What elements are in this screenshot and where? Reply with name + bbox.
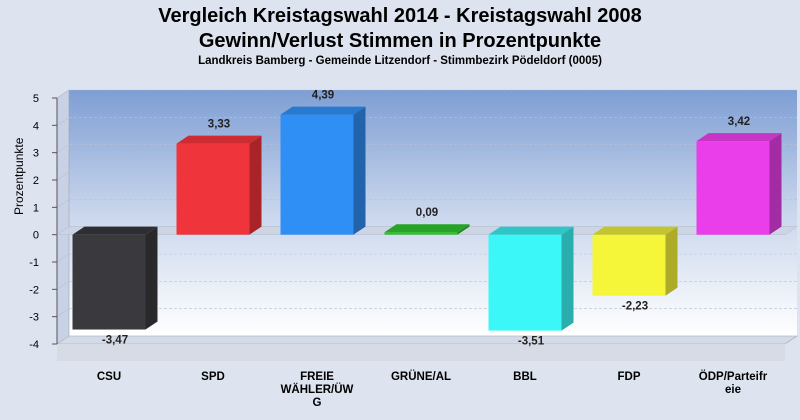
bar-top bbox=[696, 133, 782, 142]
x-category-label: G bbox=[313, 397, 322, 409]
bar-side bbox=[457, 224, 470, 235]
gridline-side bbox=[56, 253, 70, 263]
gridline-side bbox=[56, 199, 70, 208]
x-category-label: eie bbox=[725, 384, 741, 396]
plot-floor bbox=[56, 335, 798, 345]
data-label: 3,42 bbox=[728, 116, 750, 128]
y-tick-label: 1 bbox=[33, 202, 39, 214]
gridline-side bbox=[56, 335, 70, 345]
gridline-side bbox=[56, 144, 70, 153]
bar-1 bbox=[72, 226, 158, 330]
bar-side bbox=[561, 226, 574, 331]
bar-top bbox=[176, 135, 262, 144]
bar-side bbox=[249, 135, 262, 235]
bar-top bbox=[384, 224, 470, 233]
data-label: 3,33 bbox=[208, 119, 230, 131]
bar-front bbox=[384, 232, 458, 235]
gridline-side bbox=[56, 89, 70, 99]
x-category-label: SPD bbox=[201, 371, 225, 383]
bar-2 bbox=[176, 135, 262, 235]
x-category-label: ÖDP/Parteifr bbox=[699, 370, 768, 383]
x-category-label: GRÜNE/AL bbox=[391, 370, 451, 383]
gridline-side bbox=[56, 171, 70, 181]
bar-5 bbox=[488, 226, 574, 331]
bar-front bbox=[696, 141, 770, 235]
gridline-side bbox=[56, 117, 70, 126]
plot-side-wall bbox=[56, 89, 70, 345]
y-tick-label: -4 bbox=[29, 339, 39, 351]
bar-front bbox=[592, 234, 666, 296]
x-category-label: WÄHLER/ÜW bbox=[281, 383, 354, 396]
bar-6 bbox=[592, 226, 678, 296]
x-category-label: FREIE bbox=[300, 371, 334, 383]
y-tick-label: -3 bbox=[29, 312, 39, 324]
y-tick-label: 2 bbox=[33, 175, 39, 187]
bar-top bbox=[488, 226, 574, 235]
x-category-label: BBL bbox=[513, 371, 537, 383]
y-tick-label: 3 bbox=[33, 148, 39, 160]
y-tick-label: -1 bbox=[29, 257, 39, 269]
bar-7 bbox=[696, 133, 782, 235]
bar-side bbox=[145, 226, 158, 330]
bar-top bbox=[280, 106, 366, 115]
data-label: -3,47 bbox=[102, 335, 128, 347]
gridline-side bbox=[56, 308, 70, 317]
x-category-label: FDP bbox=[618, 371, 641, 383]
bar-side bbox=[665, 226, 678, 296]
bar-top bbox=[592, 226, 678, 235]
bar-front bbox=[488, 234, 562, 331]
chart-caption: Landkreis Bamberg - Gemeinde Litzendorf … bbox=[198, 55, 602, 67]
x-category-label: CSU bbox=[97, 371, 121, 383]
bar-front bbox=[72, 234, 146, 330]
bar-front bbox=[280, 114, 354, 235]
bar-3 bbox=[280, 106, 366, 235]
data-label: 4,39 bbox=[312, 90, 334, 102]
chart-title: Vergleich Kreistagswahl 2014 - Kreistags… bbox=[158, 5, 642, 27]
bar-side bbox=[769, 133, 782, 235]
data-label: 0,09 bbox=[416, 207, 438, 219]
y-tick-label: 4 bbox=[33, 120, 39, 132]
y-tick-label: 5 bbox=[33, 93, 39, 105]
bar-side bbox=[353, 106, 366, 235]
plot-base bbox=[57, 344, 785, 361]
y-tick-label: 0 bbox=[33, 230, 39, 242]
data-label: -3,51 bbox=[518, 336, 545, 348]
bar-4 bbox=[384, 224, 470, 235]
gridline-side bbox=[56, 281, 70, 290]
bar-top bbox=[72, 226, 158, 235]
chart-subtitle: Gewinn/Verlust Stimmen in Prozentpunkte bbox=[198, 30, 602, 52]
data-label: -2,23 bbox=[622, 301, 648, 313]
bar-front bbox=[176, 143, 250, 235]
y-tick-label: -2 bbox=[29, 284, 39, 296]
